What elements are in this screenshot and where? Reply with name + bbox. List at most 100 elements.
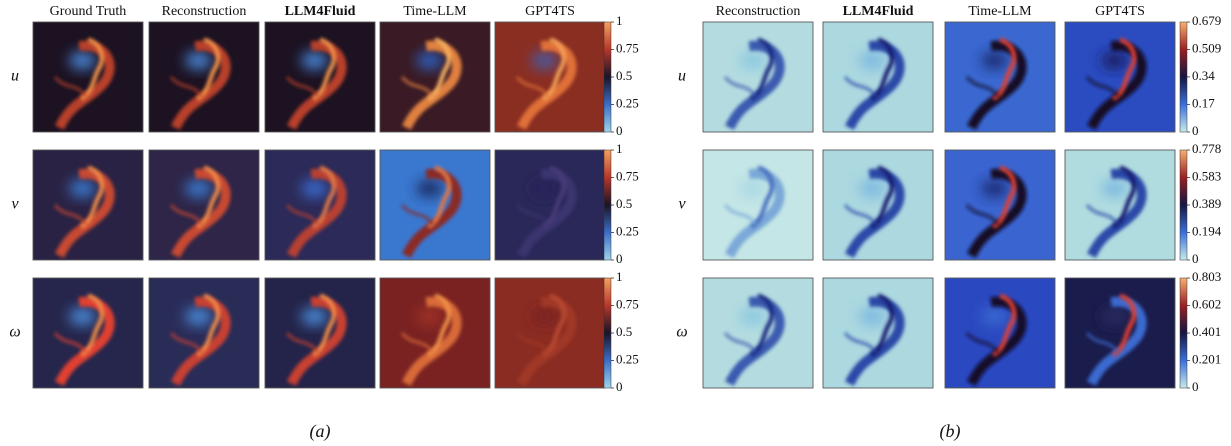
- column-header: Time-LLM: [403, 4, 467, 19]
- field-background: [945, 22, 1055, 132]
- field-image: [1065, 150, 1175, 260]
- field-blob: [185, 180, 211, 198]
- field-background: [495, 22, 605, 132]
- field-background: [823, 150, 933, 260]
- field-background: [823, 278, 933, 388]
- colorbar-tick-label: 0.25: [616, 223, 639, 238]
- field-image: [149, 150, 259, 260]
- colorbar-tick-label: 1: [616, 269, 623, 284]
- colorbar-tick-label: 0.778: [1192, 141, 1221, 156]
- figure: Ground Truth Reconstruction LLM4Fluid Time-…: [0, 0, 1231, 446]
- field-blob: [1101, 308, 1127, 326]
- field-blob: [531, 52, 557, 70]
- column-header: Reconstruction: [162, 4, 247, 19]
- column-header: Time-LLM: [968, 4, 1032, 19]
- field-image: [495, 150, 605, 260]
- colorbar: [604, 150, 611, 260]
- field-blob: [301, 180, 327, 198]
- field-background: [495, 278, 605, 388]
- colorbar: [604, 22, 611, 132]
- colorbar-tick-label: 0: [616, 123, 623, 138]
- field-image: [33, 22, 143, 132]
- field-blob: [1101, 180, 1127, 198]
- field-background: [265, 150, 375, 260]
- field-blob: [981, 180, 1007, 198]
- colorbar-tick-label: 0.25: [616, 95, 639, 110]
- field-background: [33, 278, 143, 388]
- column-header: GPT4TS: [525, 4, 575, 19]
- colorbar-tick-label: 0: [616, 379, 623, 394]
- colorbar-tick-label: 0.75: [616, 40, 639, 55]
- row-label: v: [11, 196, 19, 213]
- field-image: [265, 150, 375, 260]
- row-label: ω: [9, 324, 20, 341]
- field-background: [703, 278, 813, 388]
- field-background: [703, 22, 813, 132]
- field-image: [945, 150, 1055, 260]
- colorbar-tick-label: 0.389: [1192, 196, 1221, 211]
- colorbar-tick-label: 0.34: [1192, 68, 1215, 83]
- column-header: LLM4Fluid: [285, 4, 356, 19]
- column-header: GPT4TS: [1095, 4, 1145, 19]
- field-image: [149, 278, 259, 388]
- panel-caption: (a): [310, 421, 331, 442]
- colorbar-tick-label: 0.25: [616, 351, 639, 366]
- field-image: [823, 22, 933, 132]
- column-header: LLM4Fluid: [843, 4, 914, 19]
- colorbar-tick-label: 0.5: [616, 196, 632, 211]
- colorbar-tick-label: 0.803: [1192, 269, 1221, 284]
- field-blob: [981, 308, 1007, 326]
- colorbar-tick-label: 1: [616, 13, 623, 28]
- colorbar: [1180, 278, 1187, 388]
- colorbar: [1180, 22, 1187, 132]
- field-background: [149, 150, 259, 260]
- column-header: Ground Truth: [50, 4, 127, 19]
- colorbar-tick-label: 0.75: [616, 168, 639, 183]
- field-blob: [301, 52, 327, 70]
- field-blob: [739, 308, 765, 326]
- colorbar-tick-label: 0.5: [616, 324, 632, 339]
- colorbar-tick-label: 0: [1192, 251, 1199, 266]
- field-image: [495, 22, 605, 132]
- colorbar-tick-label: 0.194: [1192, 224, 1222, 239]
- field-background: [1065, 22, 1175, 132]
- field-blob: [859, 52, 885, 70]
- field-blob: [416, 308, 442, 326]
- field-blob: [859, 308, 885, 326]
- field-blob: [416, 180, 442, 198]
- field-background: [149, 278, 259, 388]
- field-image: [945, 22, 1055, 132]
- field-image: [33, 278, 143, 388]
- field-image: [1065, 22, 1175, 132]
- field-background: [33, 150, 143, 260]
- field-background: [495, 150, 605, 260]
- field-blob: [531, 180, 557, 198]
- field-image: [380, 278, 490, 388]
- field-blob: [531, 308, 557, 326]
- row-label: ω: [676, 324, 687, 341]
- field-background: [380, 278, 490, 388]
- field-background: [265, 278, 375, 388]
- colorbar-tick-label: 0.602: [1192, 297, 1221, 312]
- field-image: [703, 22, 813, 132]
- field-background: [33, 22, 143, 132]
- row-label: u: [11, 68, 19, 85]
- field-image: [33, 150, 143, 260]
- field-background: [149, 22, 259, 132]
- field-image: [1065, 278, 1175, 388]
- field-blob: [416, 52, 442, 70]
- field-image: [823, 278, 933, 388]
- field-background: [265, 22, 375, 132]
- field-image: [265, 278, 375, 388]
- field-blob: [185, 52, 211, 70]
- field-image: [265, 22, 375, 132]
- field-image: [703, 278, 813, 388]
- field-image: [149, 22, 259, 132]
- colorbar-tick-label: 0.509: [1192, 41, 1221, 56]
- field-background: [703, 150, 813, 260]
- field-blob: [69, 180, 95, 198]
- field-blob: [981, 52, 1007, 70]
- colorbar-tick-label: 0.679: [1192, 13, 1221, 28]
- colorbar-tick-label: 0.75: [616, 296, 639, 311]
- column-header: Reconstruction: [716, 4, 801, 19]
